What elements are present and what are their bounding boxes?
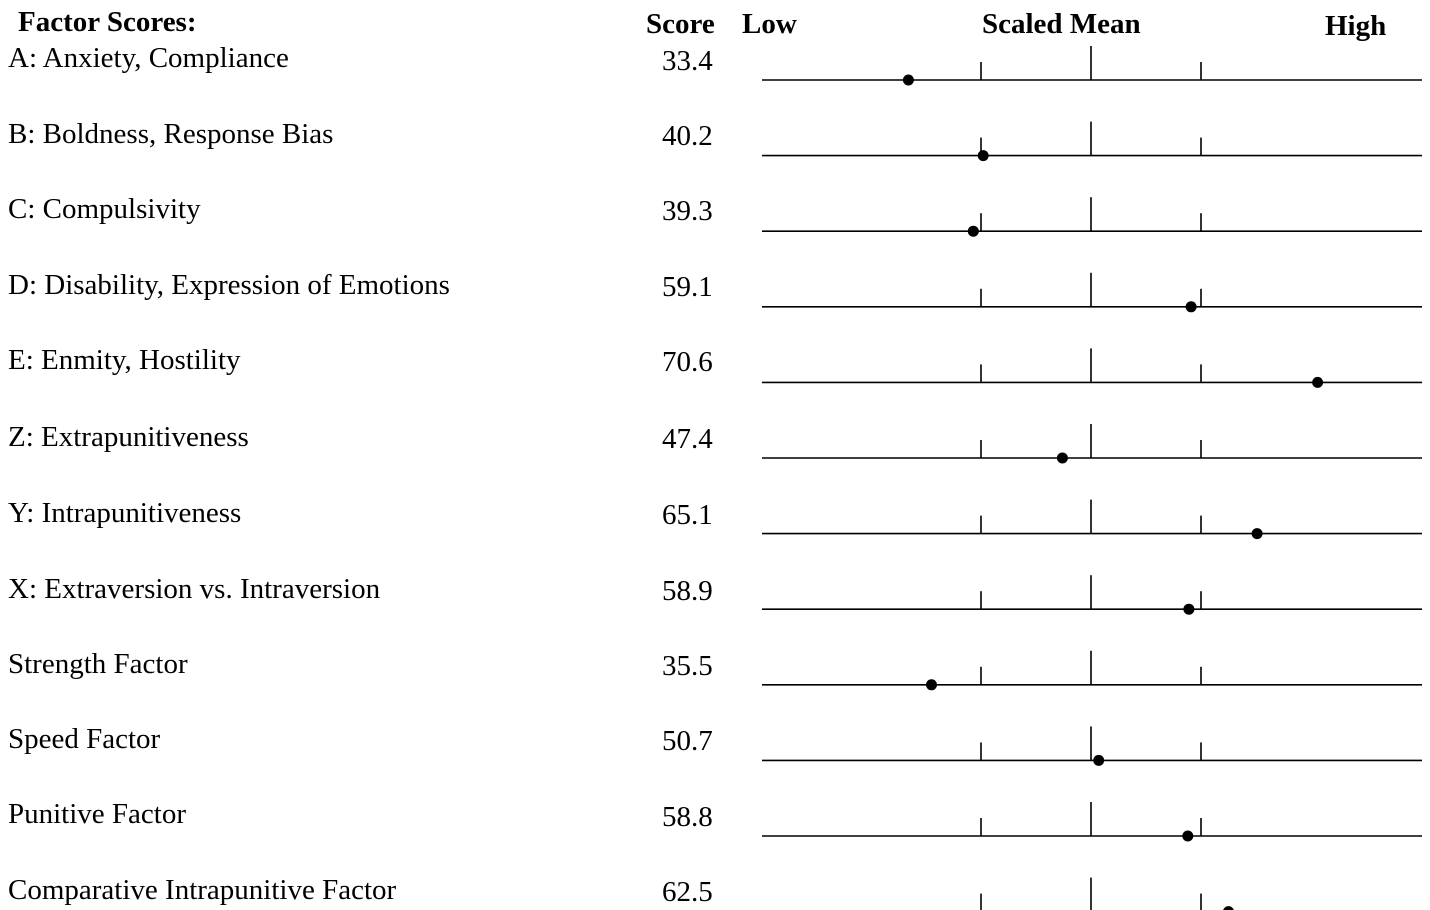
factor-score: 58.8 — [662, 801, 713, 833]
score-dot — [1185, 301, 1197, 313]
score-dot — [902, 74, 914, 86]
score-dot — [1056, 452, 1068, 464]
score-dot — [1093, 754, 1105, 766]
score-dot — [1183, 603, 1195, 615]
factor-score: 58.9 — [662, 575, 713, 607]
factor-label: Speed Factor — [8, 723, 161, 755]
score-dot — [1182, 830, 1194, 842]
factor-label: D: Disability, Expression of Emotions — [8, 269, 450, 301]
factor-label: C: Compulsivity — [8, 193, 201, 225]
factor-score: 39.3 — [662, 195, 713, 227]
factor-label: Z: Extrapunitiveness — [8, 421, 249, 453]
score-dot — [1251, 528, 1263, 540]
score-dot — [1223, 906, 1234, 910]
factor-score: 50.7 — [662, 725, 713, 757]
score-dot — [1312, 376, 1324, 388]
factor-label: A: Anxiety, Compliance — [8, 42, 289, 74]
factor-score: 70.6 — [662, 346, 713, 378]
factor-score: 40.2 — [662, 120, 713, 152]
score-dot — [967, 225, 979, 237]
factor-label: Comparative Intrapunitive Factor — [8, 874, 397, 906]
factor-score: 35.5 — [662, 650, 713, 682]
factor-score: 47.4 — [662, 423, 713, 455]
factor-label: Y: Intrapunitiveness — [8, 497, 242, 529]
low-column-header: Low — [742, 8, 797, 40]
factor-label: X: Extraversion vs. Intraversion — [8, 573, 381, 605]
factor-label: B: Boldness, Response Bias — [8, 118, 334, 150]
factor-scores-heading: Factor Scores: — [18, 6, 197, 38]
score-column-header: Score — [646, 8, 715, 40]
factor-score: 65.1 — [662, 499, 713, 531]
scaled-mean-column-header: Scaled Mean — [982, 8, 1141, 40]
factor-label: Punitive Factor — [8, 798, 187, 830]
factor-label: E: Enmity, Hostility — [8, 344, 241, 376]
high-column-header: High — [1325, 10, 1387, 42]
factor-score: 59.1 — [662, 271, 713, 303]
score-dot — [977, 150, 989, 162]
factor-label: Strength Factor — [8, 648, 188, 680]
score-dot — [926, 679, 937, 691]
factor-score: 33.4 — [662, 45, 713, 77]
factor-score: 62.5 — [662, 876, 713, 908]
